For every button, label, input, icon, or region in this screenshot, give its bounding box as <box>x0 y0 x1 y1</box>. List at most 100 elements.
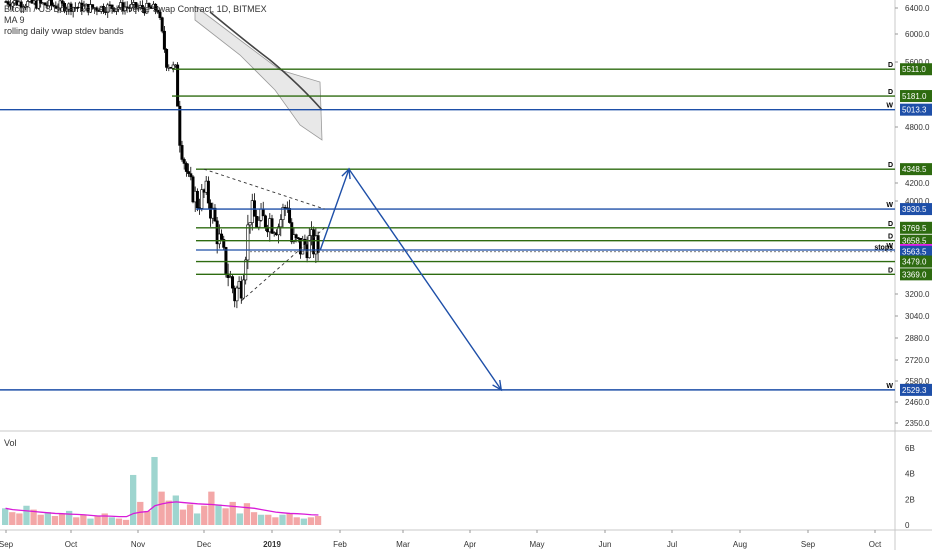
candle-body[interactable] <box>114 8 118 12</box>
candle-body[interactable] <box>162 30 166 50</box>
price-axis-tick-label: 6000.0 <box>905 30 930 39</box>
candle-body[interactable] <box>11 2 15 7</box>
volume-bar <box>293 517 300 525</box>
candle-body[interactable] <box>60 0 64 4</box>
time-axis-tick-label: Feb <box>333 540 347 549</box>
candle-body[interactable] <box>180 145 184 160</box>
candle-body[interactable] <box>156 9 160 13</box>
candle-body[interactable] <box>301 238 305 255</box>
candle-body[interactable] <box>23 5 27 8</box>
candle-body[interactable] <box>279 219 283 228</box>
legend-symbol: Bitcoin / US Dollar Perpetual Inverse Sw… <box>4 4 267 14</box>
candle-body[interactable] <box>58 0 62 9</box>
candle-body[interactable] <box>36 0 40 9</box>
candle-body[interactable] <box>182 159 186 164</box>
candle-body[interactable] <box>71 7 75 12</box>
price-axis-tick-label: 2580.0 <box>905 377 930 386</box>
candle-body[interactable] <box>222 239 226 248</box>
candle-body[interactable] <box>277 226 281 236</box>
candle-body[interactable] <box>178 105 182 146</box>
candle-body[interactable] <box>257 220 261 228</box>
candle-body[interactable] <box>140 5 144 10</box>
candle-body[interactable] <box>39 0 43 4</box>
level-price-tag-text: 4348.5 <box>902 165 927 174</box>
candle-body[interactable] <box>160 17 164 32</box>
price-axis-tick-label: 2720.0 <box>905 356 930 365</box>
candle-body[interactable] <box>195 190 199 209</box>
candle-body[interactable] <box>123 6 127 11</box>
candle-body[interactable] <box>307 235 311 259</box>
candle-body[interactable] <box>165 48 169 68</box>
candle-body[interactable] <box>224 247 228 275</box>
candle-body[interactable] <box>292 234 296 243</box>
time-axis-tick-label: Oct <box>65 540 78 549</box>
candle-body[interactable] <box>288 208 292 223</box>
candle-body[interactable] <box>158 11 162 19</box>
candle-body[interactable] <box>244 259 248 281</box>
candle-body[interactable] <box>191 176 195 203</box>
volume-bar <box>130 474 137 525</box>
candle-body[interactable] <box>246 224 250 261</box>
candle-body[interactable] <box>215 220 219 245</box>
time-axis-tick-label: 2019 <box>263 540 281 549</box>
candle-body[interactable] <box>184 163 188 172</box>
volume-bar <box>179 509 187 525</box>
candle-body[interactable] <box>220 233 224 240</box>
candle-body[interactable] <box>281 207 285 220</box>
candle-body[interactable] <box>91 4 95 9</box>
candle-body[interactable] <box>316 235 320 253</box>
candle-body[interactable] <box>235 287 239 302</box>
candle-body[interactable] <box>106 4 110 13</box>
candle-body[interactable] <box>147 3 151 8</box>
candle-body[interactable] <box>56 7 60 10</box>
level-price-tag <box>900 203 932 216</box>
candle-body[interactable] <box>65 8 69 12</box>
candle-body[interactable] <box>231 276 235 289</box>
candle-body[interactable] <box>145 3 149 14</box>
candle-body[interactable] <box>261 208 265 217</box>
candle-body[interactable] <box>134 2 138 9</box>
candle-body[interactable] <box>263 215 267 228</box>
volume-bar <box>87 518 94 525</box>
candle-body[interactable] <box>88 4 92 13</box>
candle-body[interactable] <box>110 4 114 9</box>
level-timeframe-label: W <box>886 202 893 209</box>
level-timeframe-label: D <box>888 62 893 69</box>
candle-body[interactable] <box>136 6 140 9</box>
candle-body[interactable] <box>82 5 86 12</box>
candle-body[interactable] <box>49 0 53 6</box>
candle-body[interactable] <box>154 3 158 11</box>
candle-body[interactable] <box>28 0 32 2</box>
candle-body[interactable] <box>95 7 99 11</box>
candle-body[interactable] <box>294 234 298 238</box>
volume-bar <box>215 504 222 525</box>
candle-body[interactable] <box>270 218 274 234</box>
candle-body[interactable] <box>101 5 105 12</box>
candle-body[interactable] <box>213 207 217 222</box>
level-timeframe-label: D <box>888 221 893 228</box>
candle-body[interactable] <box>6 1 10 5</box>
candle-body[interactable] <box>176 64 180 107</box>
volume-bar <box>243 503 251 525</box>
volume-bar <box>186 504 194 525</box>
candle-body[interactable] <box>206 180 210 204</box>
candle-body[interactable] <box>54 5 58 9</box>
candle-body[interactable] <box>189 173 193 178</box>
candle-body[interactable] <box>26 1 30 7</box>
volume-bar <box>80 514 87 525</box>
candle-body[interactable] <box>248 222 252 226</box>
volume-axis-tick-label: 2B <box>905 495 915 504</box>
candle-body[interactable] <box>62 3 66 12</box>
candle-body[interactable] <box>19 1 23 8</box>
candle-body[interactable] <box>241 279 245 299</box>
candle-body[interactable] <box>43 2 47 6</box>
candle-body[interactable] <box>290 222 294 243</box>
legend-ma: MA 9 <box>4 15 25 25</box>
candle-body[interactable] <box>171 64 175 69</box>
candle-body[interactable] <box>130 4 134 9</box>
candle-body[interactable] <box>117 7 121 10</box>
candle-body[interactable] <box>75 7 79 9</box>
candle-body[interactable] <box>187 171 191 174</box>
